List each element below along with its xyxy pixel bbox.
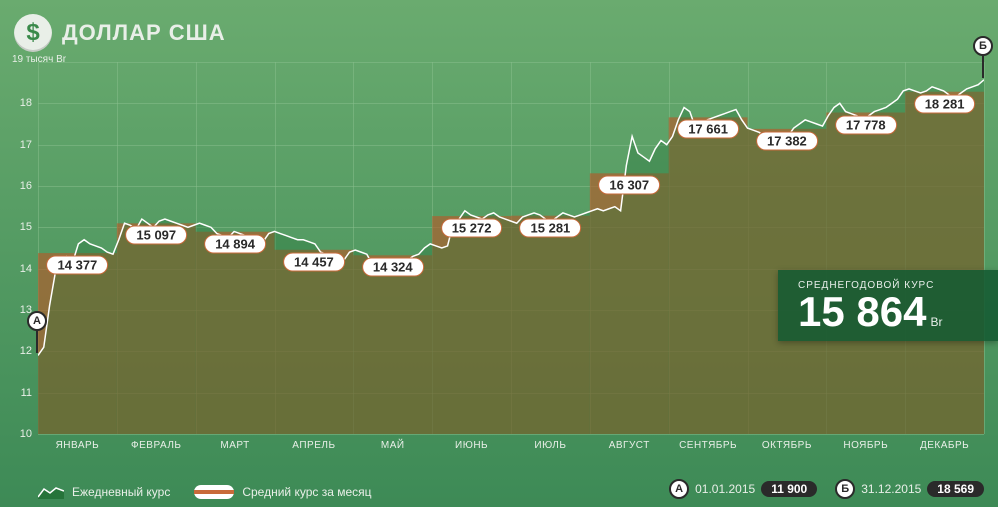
month-label: ЯНВАРЬ <box>56 440 100 451</box>
monthly-avg-pill: 14 377 <box>47 256 109 275</box>
legend-monthly: Средний курс за месяц <box>194 485 371 499</box>
legend-daily: Ежедневный курс <box>38 485 170 499</box>
month-label: АВГУСТ <box>609 440 650 451</box>
monthly-avg-pill: 18 281 <box>914 94 976 113</box>
monthly-avg-pill: 15 097 <box>125 226 187 245</box>
legend: Ежедневный курс Средний курс за месяц <box>38 485 372 499</box>
flag-pole <box>982 56 984 78</box>
annual-value: 15 864 <box>798 288 926 335</box>
month-label: ФЕВРАЛЬ <box>131 440 181 451</box>
month-label: СЕНТЯБРЬ <box>679 440 737 451</box>
marker-b-date: 31.12.2015 <box>861 482 921 496</box>
grid-v <box>984 62 985 434</box>
month-label: ОКТЯБРЬ <box>762 440 812 451</box>
monthly-avg-pill: 14 894 <box>204 234 266 253</box>
monthly-avg-pill: 15 281 <box>520 218 582 237</box>
month-label: ДЕКАБРЬ <box>920 440 969 451</box>
month-label: МАЙ <box>381 440 405 451</box>
marker-b-circle-icon: Б <box>835 479 855 499</box>
page-title: ДОЛЛАР США <box>62 20 226 46</box>
month-label: ИЮНЬ <box>455 440 488 451</box>
monthly-avg-pill: 15 272 <box>441 219 503 238</box>
month-label: НОЯБРЬ <box>843 440 888 451</box>
flag-a: А <box>27 311 47 353</box>
flag-circle: Б <box>973 36 993 56</box>
month-label: АПРЕЛЬ <box>292 440 335 451</box>
marker-a-value: 11 900 <box>761 481 817 497</box>
monthly-avg-pill: 16 307 <box>598 176 660 195</box>
monthly-avg-pill: 17 778 <box>835 115 897 134</box>
monthly-avg-pill: 17 382 <box>756 131 818 150</box>
monthly-avg-pill: 17 661 <box>677 120 739 139</box>
currency-badge: $ <box>14 14 52 52</box>
legend-monthly-swatch-icon <box>194 485 234 499</box>
y-tick-label: 18 <box>12 97 32 109</box>
flag-b: Б <box>973 36 993 78</box>
y-axis-caption: 19 тысяч Br <box>12 54 66 65</box>
flag-circle: А <box>27 311 47 331</box>
legend-daily-swatch-icon <box>38 485 64 499</box>
y-tick-label: 11 <box>12 387 32 399</box>
dollar-icon: $ <box>26 19 39 47</box>
marker-b-value: 18 569 <box>927 481 984 497</box>
y-tick-label: 10 <box>12 428 32 440</box>
flag-pole <box>36 331 38 353</box>
y-tick-label: 14 <box>12 263 32 275</box>
legend-daily-label: Ежедневный курс <box>72 485 170 499</box>
month-label: ИЮЛЬ <box>534 440 566 451</box>
grid-h <box>38 434 984 435</box>
monthly-avg-pill: 14 457 <box>283 252 345 271</box>
month-label: МАРТ <box>220 440 249 451</box>
annual-unit: Br <box>930 315 942 329</box>
marker-b: Б 31.12.2015 18 569 <box>835 479 984 499</box>
marker-a-circle-icon: А <box>669 479 689 499</box>
marker-a: А 01.01.2015 11 900 <box>669 479 817 499</box>
y-tick-label: 15 <box>12 221 32 233</box>
legend-monthly-label: Средний курс за месяц <box>242 485 371 499</box>
y-tick-label: 16 <box>12 180 32 192</box>
monthly-avg-pill: 14 324 <box>362 258 424 277</box>
marker-a-date: 01.01.2015 <box>695 482 755 496</box>
annual-caption: СРЕДНЕГОДОВОЙ КУРС <box>798 280 978 291</box>
annual-average-box: СРЕДНЕГОДОВОЙ КУРС 15 864 Br <box>778 270 998 341</box>
markers-footer: А 01.01.2015 11 900 Б 31.12.2015 18 569 <box>669 479 984 499</box>
y-tick-label: 17 <box>12 139 32 151</box>
